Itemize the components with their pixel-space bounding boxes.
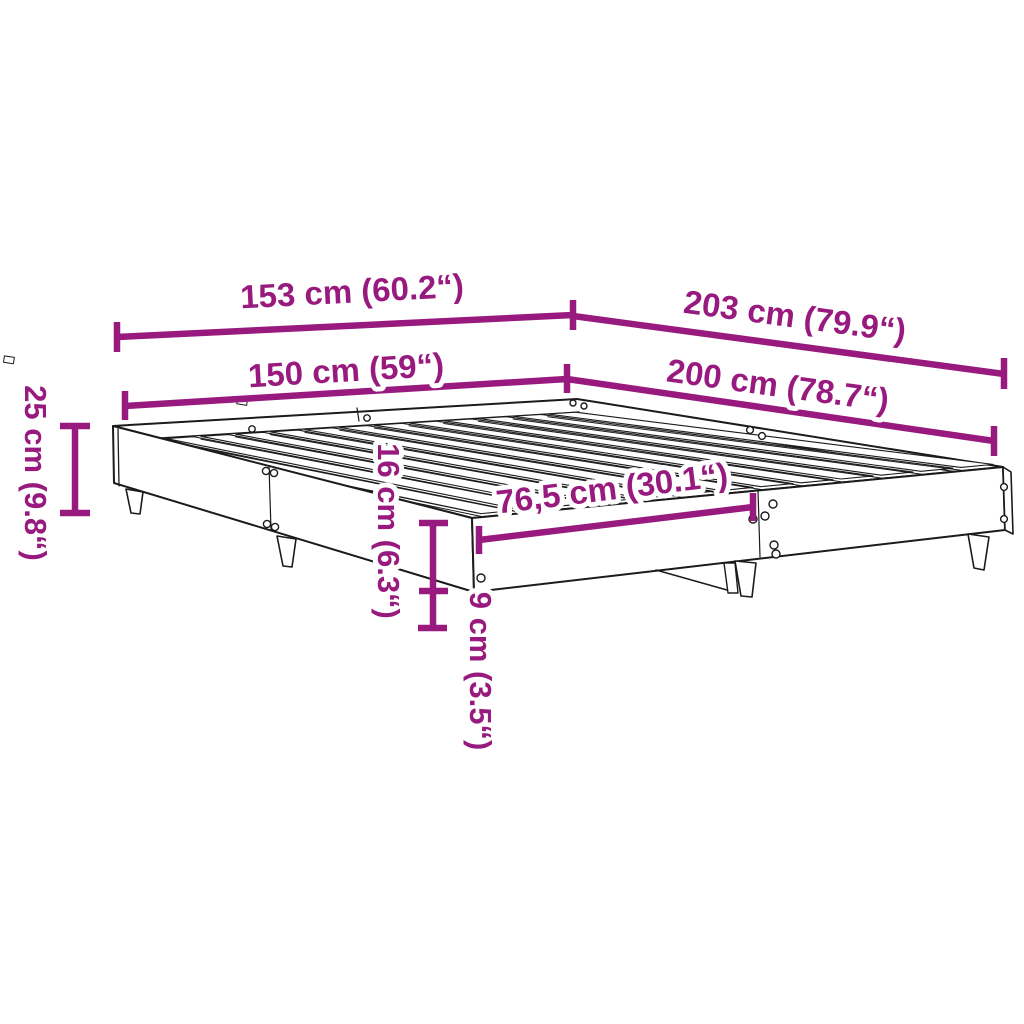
head-rail-seam: [356, 407, 360, 422]
slat-clip: [3, 355, 15, 365]
slat-thickness-edge: [235, 436, 602, 506]
slat: [339, 425, 754, 492]
screw-hole: [262, 519, 272, 529]
dim-label-rail-height: 9 cm (3.5“): [463, 592, 498, 751]
leg: [734, 560, 757, 598]
leg: [967, 533, 990, 571]
dim-label-total-height: 25 cm (9.8“): [18, 385, 53, 561]
right-end-cap: [1002, 466, 1014, 535]
screw-hole: [768, 499, 778, 509]
screw-hole: [769, 540, 779, 550]
slat: [200, 433, 594, 507]
slat: [512, 413, 954, 472]
screw-hole: [269, 468, 279, 478]
dim-label-frame-height: 16 cm (6.3“): [371, 443, 406, 619]
slat-thickness-edge: [477, 420, 882, 479]
slat-thickness-edge: [304, 431, 682, 498]
slat: [547, 411, 994, 469]
screw-hole: [580, 402, 588, 410]
slat: [443, 418, 874, 480]
dim-153-line: [116, 311, 574, 341]
leg: [125, 488, 144, 515]
dimension-lines: [60, 300, 1008, 632]
slat-thickness-edge: [443, 423, 842, 483]
dim-76-line: [478, 503, 754, 544]
dim-label-outer-length: 203 cm (79.9“): [682, 283, 909, 349]
slat-thickness-edge: [269, 434, 642, 502]
slat: [269, 429, 674, 499]
screw-hole: [771, 549, 781, 559]
dim-150-line: [124, 375, 568, 410]
left-end-cap-edge: [117, 428, 120, 487]
dim-200-line: [566, 375, 995, 445]
footboard-seam: [757, 489, 761, 558]
screw-hole: [745, 425, 755, 435]
slat: [234, 431, 634, 503]
screw-hole: [757, 431, 767, 441]
under-bed-support-rail: [655, 569, 728, 591]
screw-hole: [476, 573, 486, 583]
slat: [373, 422, 794, 488]
leg: [276, 535, 297, 568]
slat-thickness-edge: [339, 429, 722, 494]
screw-hole: [270, 522, 280, 532]
slat-thickness-edge: [165, 440, 522, 514]
screw-hole: [363, 414, 371, 422]
side-panel-seam: [268, 465, 272, 531]
dim-203-line: [572, 312, 1005, 378]
slat-clip: [686, 477, 698, 487]
screw-hole: [261, 466, 271, 476]
screw-hole: [999, 514, 1009, 524]
slat: [304, 427, 714, 495]
screw-hole: [999, 482, 1009, 492]
screw-hole: [760, 511, 770, 521]
slat-thickness-edge: [547, 416, 962, 471]
slat-thickness-edge: [408, 425, 802, 487]
slat-thickness-edge: [512, 418, 922, 475]
slat-thickness-edge: [200, 438, 562, 510]
center-support-leg: [723, 562, 739, 594]
screw-hole: [569, 399, 577, 407]
slat: [408, 420, 834, 484]
slat: [477, 416, 914, 476]
screw-hole: [248, 425, 256, 433]
dim-label-outer-width: 153 cm (60.2“): [239, 267, 464, 316]
